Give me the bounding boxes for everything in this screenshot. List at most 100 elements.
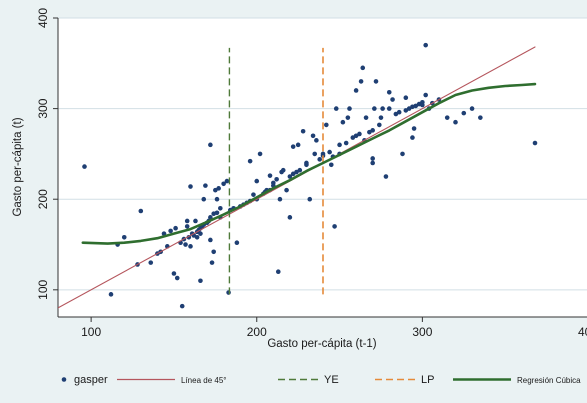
scatter-point (300, 128, 306, 134)
scatter-point (208, 215, 213, 220)
legend-label: YE (324, 374, 339, 386)
scatter-point (198, 231, 203, 236)
scatter-point (171, 271, 177, 276)
scatter-point (188, 244, 193, 249)
scatter-point (214, 196, 220, 202)
scatter-point (121, 234, 127, 240)
scatter-point (290, 144, 296, 149)
y-tick-label: 400 (36, 8, 50, 28)
scatter-point (332, 224, 337, 229)
scatter-point (411, 126, 417, 131)
legend-item-gasper: gasper (61, 374, 108, 386)
scatter-point (378, 115, 384, 120)
legend-label: Regresión Cúbica (517, 376, 581, 385)
scatter-point (370, 128, 375, 133)
scatter-point (328, 162, 334, 168)
scatter-point (297, 167, 303, 173)
scatter-point (380, 106, 385, 111)
scatter-point (284, 187, 289, 193)
scatter-point (532, 140, 538, 146)
scatter-point (179, 303, 185, 309)
scatter-point (174, 275, 180, 281)
scatter-point (478, 115, 483, 120)
legend-item-Línea de 45°: Línea de 45° (117, 376, 226, 385)
scatter-point (444, 115, 450, 120)
scatter-point (271, 180, 276, 186)
scatter-point (312, 151, 318, 157)
scatter-point (193, 218, 198, 224)
scatter-point (287, 174, 293, 179)
scatter-point (317, 157, 322, 162)
series-layer (58, 42, 538, 309)
scatter-point (275, 269, 281, 274)
scatter-point (254, 178, 260, 184)
scatter-point (333, 106, 339, 111)
scatter-point (310, 133, 316, 139)
scatter-point (453, 119, 458, 125)
scatter-point (345, 115, 351, 120)
scatter-point (324, 122, 329, 128)
y-tick-label: 100 (36, 279, 50, 299)
scatter-point (370, 156, 375, 161)
scatter-point (198, 278, 203, 284)
y-axis-title: Gasto per-cápita (t) (12, 117, 24, 216)
grid-lines (58, 17, 587, 291)
scatter-point (274, 176, 279, 182)
scatter-point (184, 224, 190, 229)
legend-swatch-points (61, 377, 67, 382)
legend-label: LP (421, 374, 434, 386)
scatter-point (280, 167, 286, 173)
scatter-point (184, 218, 190, 224)
scatter-point (277, 196, 283, 202)
series-gasper (82, 42, 538, 309)
scatter-point (370, 160, 375, 166)
scatter-point (358, 79, 364, 84)
scatter-point (82, 164, 87, 169)
y-tick-label: 300 (36, 98, 50, 118)
scatter-point (201, 196, 207, 202)
scatter-point (363, 115, 369, 120)
line-Regresión Cúbica (81, 82, 537, 245)
scatter-point (203, 183, 208, 188)
scatter-point (214, 210, 220, 216)
scatter-point (295, 142, 301, 148)
scatter-point (386, 89, 392, 95)
scatter-point (320, 151, 326, 157)
scatter-point (208, 237, 213, 243)
scatter-point (226, 290, 231, 295)
legend-item-YE: YE (278, 374, 339, 386)
scatter-point (287, 215, 293, 220)
scatter-point (396, 109, 402, 115)
scatter-point (423, 42, 428, 48)
scatter-point (267, 173, 273, 178)
scatter-point (400, 151, 405, 157)
scatter-point (173, 225, 178, 231)
scatter-point (148, 260, 154, 265)
scatter-point (372, 106, 377, 111)
y-tick-label: 200 (36, 189, 50, 209)
scatter-point (360, 65, 366, 71)
scatter-point (314, 138, 319, 143)
scatter-point (304, 162, 309, 168)
scatter-point (216, 186, 221, 191)
scatter-point (209, 260, 215, 265)
axes (57, 18, 587, 318)
scatter-point (403, 95, 409, 101)
legend-label: Línea de 45° (181, 376, 226, 385)
legend-label: gasper (74, 374, 108, 386)
scatter-point (138, 208, 144, 214)
scatter-point (108, 292, 114, 297)
scatter-point (337, 142, 342, 148)
scatter-point (168, 228, 173, 234)
scatter-point (386, 106, 392, 111)
x-tick-label: 300 (412, 325, 432, 339)
scatter-point (183, 242, 188, 247)
x-tick-label: 200 (247, 325, 267, 339)
scatter-point (353, 88, 359, 93)
scatter-point (383, 174, 389, 179)
scatter-point (377, 122, 382, 128)
scatter-point (410, 135, 415, 140)
scatter-point (224, 178, 230, 184)
